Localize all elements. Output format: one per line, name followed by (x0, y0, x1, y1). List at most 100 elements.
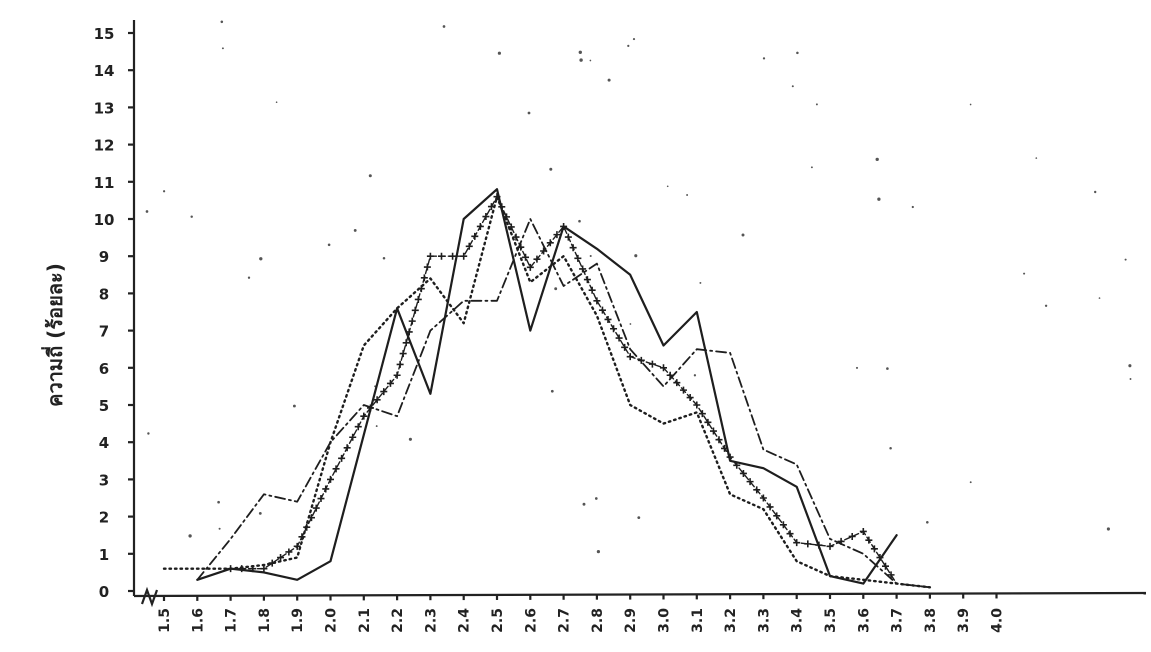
plus-marker (876, 554, 884, 562)
plus-marker (420, 274, 428, 282)
x-tick-label: 2.9 (623, 608, 639, 633)
plus-marker (393, 371, 401, 379)
plus-marker (709, 427, 717, 435)
plus-marker (826, 542, 834, 550)
plus-marker (704, 418, 712, 426)
y-tick-label: 11 (94, 174, 115, 192)
scan-speck (1129, 378, 1132, 380)
x-tick-label: 1.7 (224, 608, 240, 633)
plus-marker (560, 222, 568, 230)
plus-marker (693, 401, 701, 409)
y-tick-label: 12 (94, 137, 115, 155)
plus-marker (753, 486, 761, 494)
plus-marker (493, 193, 501, 201)
x-tick-label: 3.4 (790, 608, 806, 633)
scan-speck (632, 38, 636, 41)
plus-marker (546, 239, 554, 247)
plus-marker (766, 503, 774, 511)
plus-marker (312, 504, 320, 512)
y-tick-label: 13 (94, 99, 115, 117)
plus-marker (882, 562, 889, 570)
scan-speck (627, 44, 630, 48)
plus-marker (386, 379, 394, 387)
plus-marker (522, 253, 530, 261)
x-tick-label: 2.3 (423, 608, 439, 633)
x-tick-label: 4.0 (990, 608, 1006, 633)
plus-marker (733, 461, 741, 469)
plus-marker (507, 223, 515, 231)
x-tick-label: 1.6 (190, 608, 206, 633)
plus-marker (588, 286, 596, 294)
scan-speck (578, 50, 582, 54)
plus-marker (553, 231, 561, 239)
y-tick-label: 4 (99, 434, 109, 452)
scan-speck (889, 446, 892, 450)
scan-speck (969, 103, 972, 106)
x-tick-label: 3.7 (890, 608, 906, 633)
scan-speck (741, 233, 745, 237)
scan-speck (382, 256, 386, 260)
scan-speck (275, 101, 278, 103)
plus-marker (626, 353, 634, 361)
y-tick-label: 14 (94, 62, 115, 80)
x-tick-label: 2.1 (357, 608, 373, 633)
scan-speck (582, 502, 586, 506)
x-tick-label: 2.0 (324, 608, 340, 633)
y-tick-label: 6 (99, 360, 109, 378)
x-tick-label: 2.7 (557, 608, 573, 633)
scan-speck (589, 59, 592, 62)
plus-marker (848, 532, 856, 540)
plus-marker (540, 247, 548, 255)
y-axis-label: ความถี่ (ร้อยละ) (40, 263, 67, 407)
scan-speck (408, 437, 412, 441)
scan-speck (188, 534, 192, 538)
plus-marker (338, 454, 346, 462)
scan-speck (147, 432, 150, 435)
plus-marker (317, 495, 325, 503)
plus-marker (666, 371, 674, 379)
plus-marker (773, 512, 781, 520)
plus-marker (354, 423, 362, 431)
x-tick-label: 1.9 (290, 608, 306, 633)
scan-speck (527, 111, 531, 115)
plus-marker (598, 306, 606, 314)
scan-speck (217, 500, 220, 504)
x-tick-label: 3.5 (823, 608, 839, 633)
scan-speck (693, 374, 697, 377)
scan-speck (810, 166, 813, 169)
plus-marker (360, 412, 368, 420)
scan-speck (969, 481, 972, 484)
plus-marker (698, 410, 706, 418)
plus-marker (526, 263, 534, 271)
plus-marker (786, 530, 794, 538)
scan-speck (162, 190, 166, 193)
x-tick-label: 3.8 (923, 608, 939, 633)
plus-marker (414, 295, 422, 303)
scan-speck (1035, 157, 1038, 159)
scan-speck (634, 254, 638, 258)
scan-speck (442, 25, 446, 28)
x-tick-label: 2.5 (490, 608, 506, 633)
plus-marker (746, 478, 754, 486)
scan-speck (221, 47, 224, 50)
plus-marker (465, 242, 473, 250)
scan-speck (637, 516, 641, 520)
scan-speck (247, 276, 251, 279)
scan-speck (578, 219, 581, 223)
plus-marker (648, 360, 656, 368)
plus-marker (870, 545, 878, 553)
plus-marker (610, 325, 618, 333)
y-tick-label: 5 (99, 397, 109, 415)
x-tick-label: 3.6 (856, 608, 872, 633)
scan-speck (1044, 304, 1048, 307)
plus-marker (621, 343, 629, 351)
scan-speck (589, 254, 592, 258)
plus-marker (417, 285, 425, 293)
y-tick-label: 9 (99, 248, 109, 266)
scan-speck (594, 497, 598, 500)
x-tick-labels: 1.5 1.6 1.7 1.8 1.9 2.0 2.1 2.2 2.3 2.4 2.5 2.6 2.7 2… (157, 593, 1006, 633)
plus-marker (637, 356, 645, 364)
x-tick-label: 3.9 (956, 608, 972, 633)
